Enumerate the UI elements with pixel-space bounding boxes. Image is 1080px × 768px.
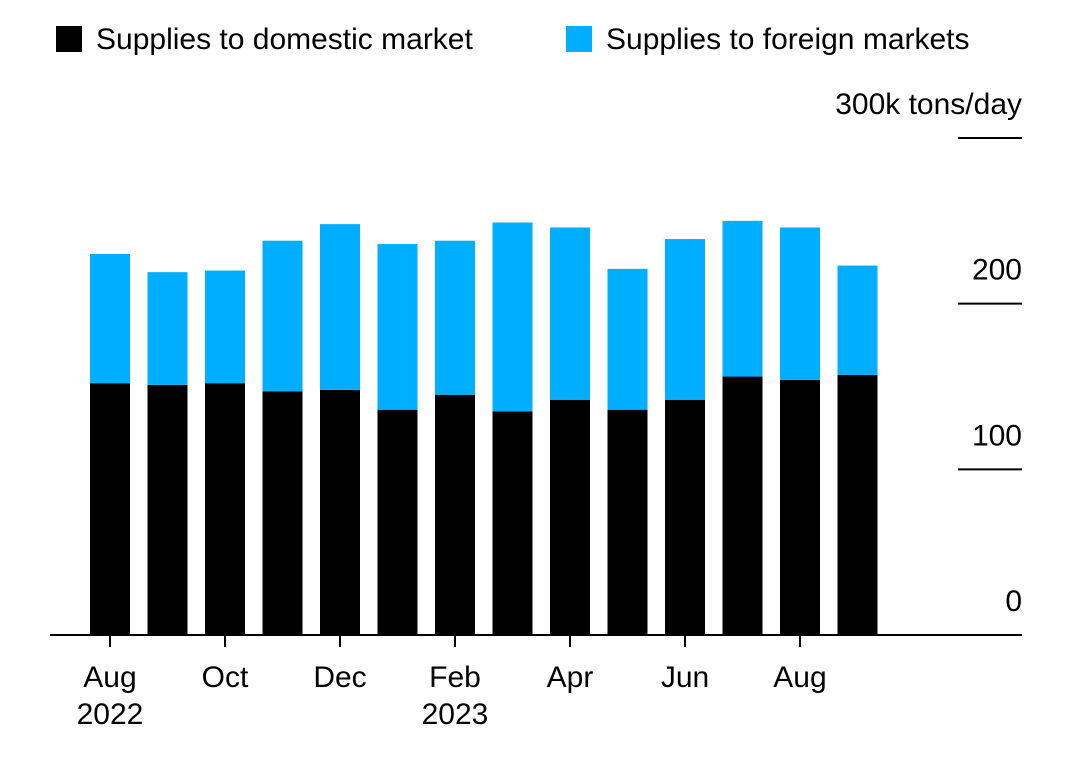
bar-domestic [722, 376, 763, 635]
bar-foreign [607, 268, 648, 410]
bars [90, 220, 878, 635]
bar-foreign [780, 227, 820, 380]
bar-domestic [492, 411, 533, 635]
bar-domestic [320, 389, 360, 635]
x-tick-label: Dec [313, 661, 366, 694]
x-tick-label: Oct [202, 661, 249, 694]
legend-label-domestic: Supplies to domestic market [96, 23, 473, 56]
x-tick-label: Jun [661, 661, 709, 694]
bar-foreign [205, 270, 245, 384]
bar-domestic [435, 394, 475, 635]
bar-domestic [205, 383, 245, 635]
bar-domestic [780, 379, 820, 635]
bar-foreign [262, 240, 303, 392]
legend-swatch-foreign [566, 26, 592, 52]
bar-domestic [147, 384, 188, 635]
y-tick-label: 200 [972, 254, 1022, 287]
y-tick-label: 300k tons/day [835, 88, 1022, 121]
bar-foreign [377, 244, 418, 410]
bar-foreign [435, 240, 475, 395]
y-tick-label: 100 [972, 419, 1022, 452]
y-tick-label: 0 [1005, 585, 1022, 618]
bar-foreign [320, 224, 360, 390]
bar-foreign [722, 220, 763, 377]
x-tick-label: Apr [547, 661, 594, 694]
x-tick-label: Feb [429, 661, 481, 694]
bar-domestic [262, 391, 303, 635]
bar-foreign [837, 265, 878, 375]
x-tick-year-label: 2022 [77, 698, 144, 731]
bar-domestic [90, 383, 130, 635]
bar-domestic [550, 399, 590, 635]
bar-foreign [550, 227, 590, 400]
x-tick-label: Aug [773, 661, 826, 694]
legend-swatch-domestic [56, 26, 82, 52]
bar-foreign [492, 222, 533, 412]
bar-domestic [665, 399, 705, 635]
x-tick-label: Aug [83, 661, 136, 694]
x-tick-year-label: 2023 [422, 698, 489, 731]
legend: Supplies to domestic market Supplies to … [56, 23, 970, 56]
bar-foreign [665, 239, 705, 400]
x-axis: Aug 2022 Oct Dec Feb 2023 Apr Jun Aug [77, 635, 827, 731]
y-axis: 0 100 200 300k tons/day [835, 88, 1022, 618]
bar-foreign [147, 272, 188, 385]
bar-domestic [377, 409, 418, 635]
bar-foreign [90, 253, 130, 384]
legend-label-foreign: Supplies to foreign markets [606, 23, 970, 56]
bar-domestic [607, 409, 648, 635]
bar-domestic [837, 374, 878, 635]
